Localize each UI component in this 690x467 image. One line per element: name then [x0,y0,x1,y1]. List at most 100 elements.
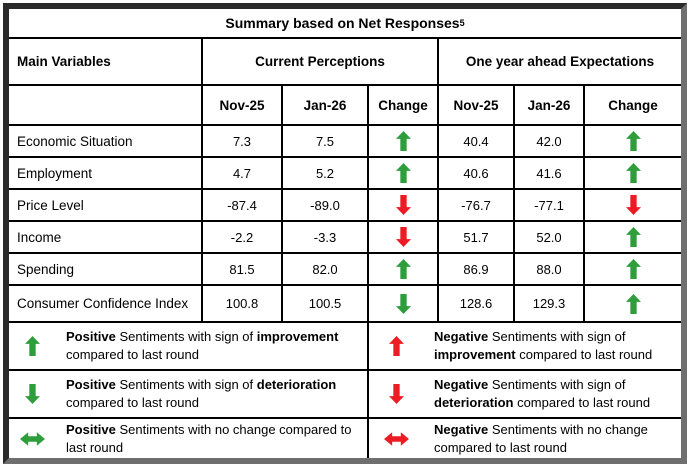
arrow-down-negative-icon [583,188,681,220]
legend-bold: Positive [66,329,116,345]
value-cp-jan: 82.0 [281,252,367,284]
column-header-ex-change: Change [583,84,681,124]
arrow-down-negative-icon [367,369,424,417]
arrow-down-negative-icon [367,220,437,252]
column-header-cp-jan26: Jan-26 [281,84,367,124]
value-cp-jan: -3.3 [281,220,367,252]
value-ex-jan: 52.0 [513,220,583,252]
arrow-up-positive-icon [583,284,681,321]
arrow-up-positive-icon [9,321,56,369]
arrow-down-positive-icon [9,369,56,417]
value-cp-jan: 5.2 [281,156,367,188]
table-row-consumer-confidence-index: Consumer Confidence Index 100.8 100.5 12… [9,284,681,321]
legend-bold: Positive [66,422,116,437]
legend-plain: compared to last round [513,395,651,410]
page-title: Summary based on Net Responses 5 [9,9,681,37]
title-row: Summary based on Net Responses 5 [9,9,681,37]
legend-bold: deterioration [434,395,514,410]
arrow-down-negative-icon [367,188,437,220]
column-group-current-perceptions: Current Perceptions [201,37,437,84]
value-ex-nov: 128.6 [437,284,513,321]
table-row-spending: Spending 81.5 82.0 86.9 88.0 [9,252,681,284]
variable-label: Consumer Confidence Index [9,284,201,321]
legend-plain: Sentiments with sign of [488,377,626,393]
group-header-row: Main Variables Current Perceptions One y… [9,37,681,84]
value-cp-nov: 4.7 [201,156,281,188]
legend-plain: compared to last round [66,347,199,362]
summary-table: Summary based on Net Responses 5 Main Var… [3,3,687,464]
legend-plain: Sentiments with sign of [115,377,257,393]
legend-row-deterioration: Positive Sentiments with sign of deterio… [9,369,681,417]
column-header-cp-nov25: Nov-25 [201,84,281,124]
legend-text-positive-deterioration: Positive Sentiments with sign of deterio… [56,369,367,417]
arrow-up-positive-icon [583,252,681,284]
legend-bold: Negative [434,329,489,345]
legend-row-improvement: Positive Sentiments with sign of improve… [9,321,681,369]
arrow-up-positive-icon [367,252,437,284]
value-cp-nov: 100.8 [201,284,281,321]
value-cp-nov: 81.5 [201,252,281,284]
arrow-up-positive-icon [583,156,681,188]
arrow-up-positive-icon [367,156,437,188]
legend-bold: improvement [256,329,339,345]
value-cp-jan: -89.0 [281,188,367,220]
arrow-both-negative-icon [367,417,424,459]
value-ex-nov: 86.9 [437,252,513,284]
arrow-both-positive-icon [9,417,56,458]
value-ex-nov: -76.7 [437,188,513,220]
legend-plain: Sentiments with sign of [488,329,626,345]
legend-text-positive-improvement: Positive Sentiments with sign of improve… [56,321,367,369]
value-ex-nov: 40.6 [437,156,513,188]
column-header-ex-jan26: Jan-26 [513,84,583,124]
value-ex-jan: 88.0 [513,252,583,284]
arrow-up-positive-icon [367,124,437,156]
value-ex-jan: -77.1 [513,188,583,220]
column-header-cp-change: Change [367,84,437,124]
variable-label: Income [9,220,201,252]
value-ex-jan: 42.0 [513,124,583,156]
legend-plain: compared to last round [515,347,653,362]
variable-label: Spending [9,252,201,284]
arrow-up-positive-icon [583,220,681,252]
title-text: Summary based on Net Responses [225,15,460,31]
variable-label: Employment [9,156,201,188]
legend-bold: improvement [434,347,516,362]
variable-label: Economic Situation [9,124,201,156]
sub-header-row: Nov-25 Jan-26 Change Nov-25 Jan-26 Chang… [9,84,681,124]
legend-bold: Negative [434,422,489,437]
legend-plain: Sentiments with no change compared to la… [434,422,648,455]
column-header-main-variables: Main Variables [9,37,201,84]
arrow-up-positive-icon [583,124,681,156]
value-cp-nov: -2.2 [201,220,281,252]
legend-bold: Positive [66,377,116,393]
legend-plain: Sentiments with sign of [115,329,257,345]
table-row-economic-situation: Economic Situation 7.3 7.5 40.4 42.0 [9,124,681,156]
legend-bold: deterioration [256,377,337,393]
legend-text-negative-deterioration: Negative Sentiments with sign of deterio… [424,369,681,417]
variable-label: Price Level [9,188,201,220]
legend-text-negative-no-change: Negative Sentiments with no change compa… [424,417,681,458]
legend-text-positive-no-change: Positive Sentiments with no change compa… [56,417,367,458]
table-row-employment: Employment 4.7 5.2 40.6 41.6 [9,156,681,188]
value-ex-jan: 41.6 [513,156,583,188]
column-group-one-year-ahead-expectations: One year ahead Expectations [437,37,681,84]
table-row-income: Income -2.2 -3.3 51.7 52.0 [9,220,681,252]
arrow-up-negative-icon [367,321,424,369]
value-cp-nov: 7.3 [201,124,281,156]
value-cp-nov: -87.4 [201,188,281,220]
arrow-down-positive-icon [367,284,437,321]
value-ex-nov: 51.7 [437,220,513,252]
column-header-ex-nov25: Nov-25 [437,84,513,124]
value-ex-nov: 40.4 [437,124,513,156]
title-footnote-ref: 5 [459,18,465,28]
legend-plain: compared to last round [66,395,199,410]
empty-header-cell [9,84,201,124]
legend-text-negative-improvement: Negative Sentiments with sign of improve… [424,321,681,369]
value-cp-jan: 7.5 [281,124,367,156]
legend-row-no-change: Positive Sentiments with no change compa… [9,417,681,459]
table-row-price-level: Price Level -87.4 -89.0 -76.7 -77.1 [9,188,681,220]
value-ex-jan: 129.3 [513,284,583,321]
legend-bold: Negative [434,377,489,393]
value-cp-jan: 100.5 [281,284,367,321]
legend-plain: Sentiments with no change compared to la… [66,422,352,455]
